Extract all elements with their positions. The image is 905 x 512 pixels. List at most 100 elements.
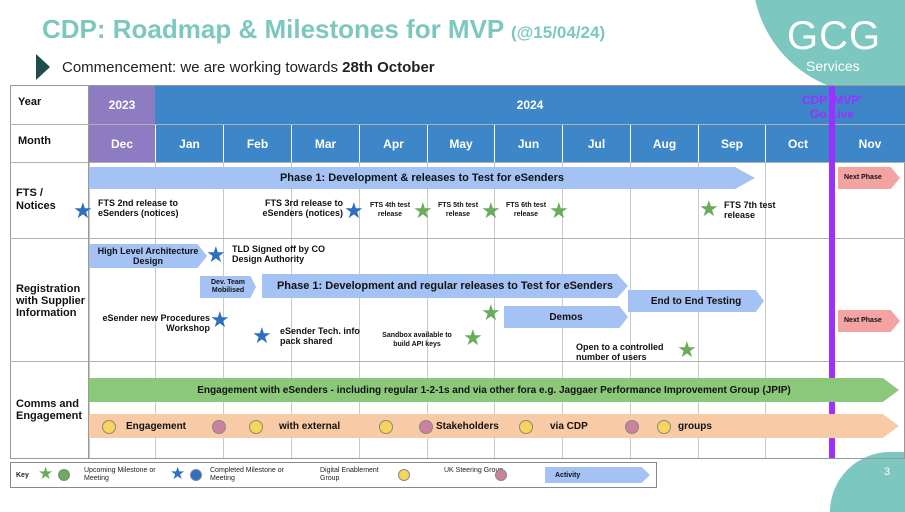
title-date: (@15/04/24) [511, 23, 606, 42]
logo: GCG [787, 14, 882, 58]
fts-milestone-3rd: FTS 3rd release to eSenders (notices) [262, 198, 343, 218]
fts-milestone-5th: FTS 5th test release [437, 202, 479, 218]
golive-line [829, 86, 835, 458]
row-divider [10, 124, 905, 125]
gridline [155, 162, 156, 458]
fts-phase1-bar: Phase 1: Development & releases to Test … [89, 167, 755, 189]
star-upcoming-icon: ★ [463, 325, 483, 350]
year-2023: 2023 [89, 86, 155, 124]
reg-tld-signoff: TLD Signed off by CO Design Authority [232, 244, 325, 264]
comms-word-1: Engagement [126, 421, 187, 432]
star-upcoming-icon: ★ [481, 300, 501, 325]
reg-e2e-bar: End to End Testing [628, 290, 764, 312]
reg-controlled-users: Open to a controlled number of users [576, 342, 664, 362]
gridline [359, 162, 360, 458]
subtitle-prefix: Commencement: we are working towards [62, 59, 343, 76]
uk-steering-dot-icon [495, 469, 507, 481]
digital-enablement-dot-icon [657, 420, 671, 434]
star-completed-icon: ★ [73, 198, 93, 223]
year-2024: 2024 [155, 86, 905, 124]
reg-devteam-bar: Dev. Team Mobilised [200, 276, 256, 298]
uk-steering-dot-icon [212, 420, 226, 434]
star-upcoming-icon: ★ [699, 196, 719, 221]
legend-completed: Completed Milestone or Meeting [210, 467, 284, 482]
reg-sandbox: Sandbox available to build API keys [382, 332, 452, 348]
legend-title: Key [16, 472, 29, 479]
subtitle-highlight: 28th October [342, 59, 435, 76]
chevron-right-icon [36, 54, 50, 80]
reg-workshop: eSender new Procedures Workshop [102, 313, 210, 333]
row-label-fts: FTS / Notices [16, 187, 56, 212]
label-column-divider [88, 86, 89, 458]
row-label-registration: Registration with Supplier Information [16, 283, 86, 319]
digital-enablement-dot-icon [398, 469, 410, 481]
star-completed-icon: ★ [252, 323, 272, 348]
row-label-comms: Comms and Engagement [16, 398, 83, 422]
month-jun: Jun [495, 125, 562, 162]
month-oct: Oct [766, 125, 830, 162]
title-main: CDP: Roadmap & Milestones for MVP [42, 14, 504, 44]
month-sep: Sep [699, 125, 765, 162]
star-completed-icon: ★ [206, 242, 226, 267]
star-completed-icon: ★ [344, 198, 364, 223]
gridline [223, 162, 224, 458]
comms-word-5: groups [678, 421, 712, 432]
reg-next-phase: Next Phase [838, 310, 900, 332]
subtitle: Commencement: we are working towards 28t… [62, 59, 435, 76]
row-divider [10, 162, 905, 163]
year-label: Year [18, 96, 42, 108]
month-label: Month [18, 135, 51, 147]
uk-steering-dot-icon [625, 420, 639, 434]
comms-word-4: via CDP [550, 421, 588, 432]
month-aug: Aug [631, 125, 698, 162]
month-jul: Jul [563, 125, 630, 162]
fts-milestone-6th: FTS 6th test release [505, 202, 547, 218]
legend-digital: Digital Enablement Group [320, 467, 379, 482]
star-upcoming-icon: ★ [481, 198, 501, 223]
gridline [291, 162, 292, 458]
star-upcoming-icon: ★ [413, 198, 433, 223]
fts-next-phase: Next Phase [838, 167, 900, 189]
reg-hla-bar: High Level Architecture Design [89, 244, 207, 268]
golive-label: CDP 'MVP' Go Live [801, 93, 863, 121]
gridline [494, 162, 495, 458]
gridline [427, 162, 428, 458]
upcoming-meeting-dot-icon [58, 469, 70, 481]
corner-wave [830, 452, 905, 512]
comms-engagement-bar: Engagement with eSenders - including reg… [89, 378, 899, 402]
comms-word-2: with external [279, 421, 341, 432]
logo-subtitle: Services [806, 58, 860, 74]
month-dec: Dec [89, 125, 155, 162]
gridline [89, 162, 90, 458]
star-completed-icon: ★ [170, 464, 186, 483]
reg-demos-bar: Demos [504, 306, 628, 328]
uk-steering-dot-icon [419, 420, 433, 434]
star-upcoming-icon: ★ [38, 464, 54, 483]
star-completed-icon: ★ [210, 307, 230, 332]
comms-word-3: Stakeholders [436, 421, 499, 432]
fts-milestone-4th: FTS 4th test release [369, 202, 411, 218]
digital-enablement-dot-icon [379, 420, 393, 434]
month-mar: Mar [292, 125, 359, 162]
legend-upcoming: Upcoming Milestone or Meeting [84, 467, 156, 482]
page-title: CDP: Roadmap & Milestones for MVP (@15/0… [42, 14, 605, 45]
legend [10, 462, 657, 488]
star-upcoming-icon: ★ [549, 198, 569, 223]
gridline [765, 162, 766, 458]
legend-activity: Activity [545, 467, 650, 483]
month-nov: Nov [835, 125, 905, 162]
month-feb: Feb [224, 125, 291, 162]
legend-steering: UK Steering Group [444, 467, 504, 474]
completed-meeting-dot-icon [190, 469, 202, 481]
digital-enablement-dot-icon [102, 420, 116, 434]
row-divider [10, 238, 905, 239]
reg-phase1-bar: Phase 1: Development and regular release… [262, 274, 628, 298]
fts-milestone-7th: FTS 7th test release [724, 200, 776, 220]
fts-milestone-2nd: FTS 2nd release to eSenders (notices) [98, 198, 179, 218]
page-number: 3 [884, 466, 891, 478]
digital-enablement-dot-icon [249, 420, 263, 434]
star-upcoming-icon: ★ [677, 337, 697, 362]
month-apr: Apr [360, 125, 427, 162]
month-may: May [428, 125, 494, 162]
digital-enablement-dot-icon [519, 420, 533, 434]
